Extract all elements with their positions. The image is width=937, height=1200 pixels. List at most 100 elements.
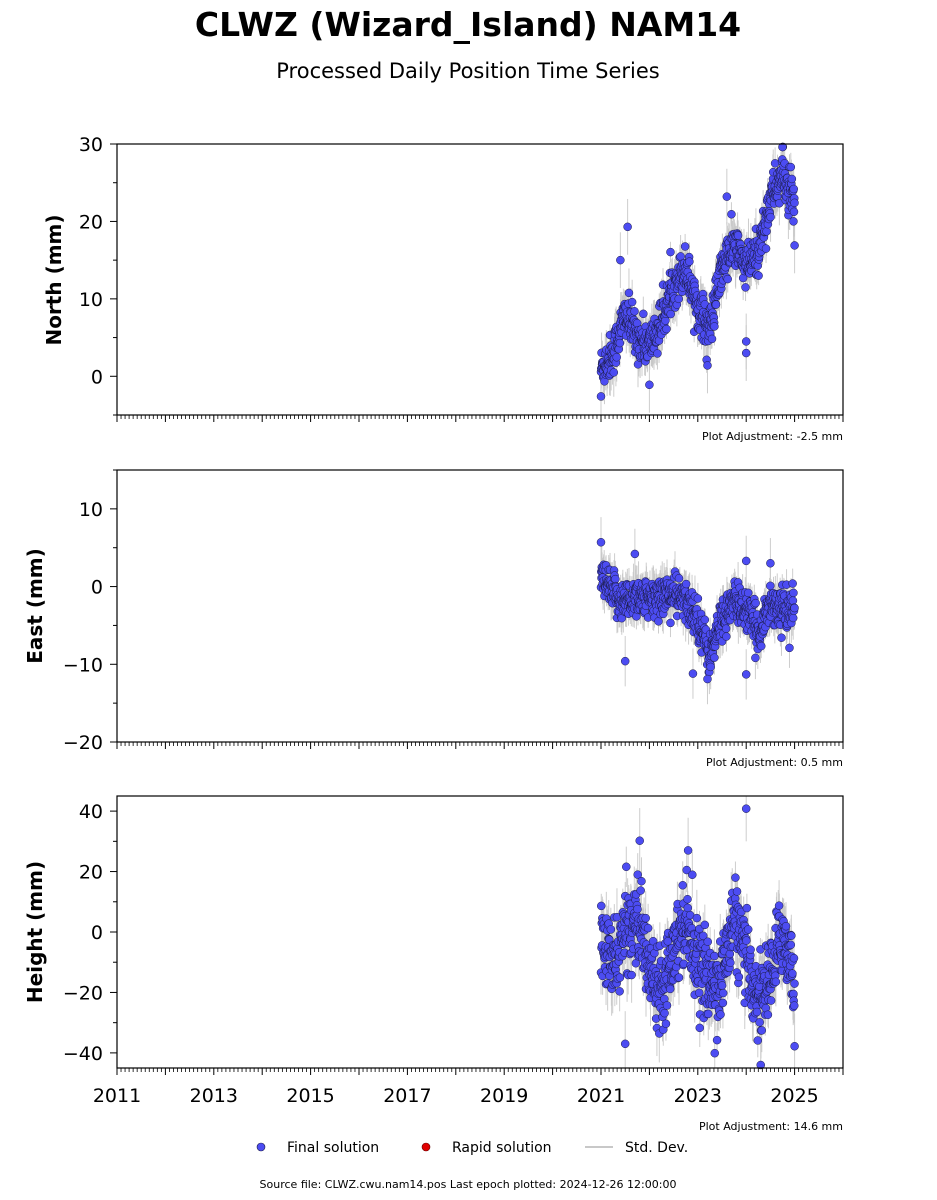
east-points-layer [596, 538, 799, 684]
east-ylabel: East (mm) [23, 548, 47, 664]
north-data-point [612, 352, 621, 362]
east-data-point [789, 588, 798, 598]
height-data-point [627, 970, 636, 980]
east-data-point [706, 662, 715, 672]
height-data-point [781, 921, 791, 931]
height-ytick-label: 0 [91, 922, 103, 944]
height-data-point [726, 958, 735, 967]
height-data-point [786, 940, 796, 950]
north-data-point [733, 231, 743, 240]
height-data-point [725, 949, 735, 959]
north-data-point [707, 334, 717, 344]
north-data-point [766, 212, 775, 222]
north-axis-ticks: 0 10 20 30 [79, 134, 844, 422]
north-ylabel: North (mm) [42, 214, 66, 345]
height-data-point [753, 1036, 763, 1045]
east-data-point [751, 598, 760, 608]
height-data-point [660, 1008, 669, 1018]
north-data-point [711, 300, 721, 309]
east-data-point [757, 641, 766, 651]
north-ytick-label: 20 [79, 211, 103, 233]
east-data-point [596, 538, 606, 547]
height-data-point [718, 998, 728, 1008]
height-data-point [712, 1035, 722, 1045]
height-data-point [622, 862, 631, 872]
north-ytick-label: 0 [91, 366, 103, 388]
north-data-point [653, 349, 662, 358]
height-ytick-label: −20 [63, 982, 103, 1004]
north-data-point [624, 288, 634, 298]
height-data-point [683, 903, 693, 913]
height-ytick-label: 40 [79, 801, 103, 823]
east-data-point [790, 603, 799, 613]
height-data-point [742, 936, 751, 945]
height-data-point [734, 972, 744, 982]
height-data-point [700, 920, 710, 930]
north-data-point [645, 380, 654, 390]
height-data-point [597, 901, 606, 911]
height-data-point [774, 901, 784, 910]
north-adjustment-label: Plot Adjustment: -2.5 mm [702, 430, 843, 443]
east-data-point [788, 579, 797, 588]
height-data-point [743, 925, 753, 934]
height-data-point [763, 1010, 773, 1019]
height-data-point [637, 876, 646, 886]
north-data-point [741, 283, 750, 292]
height-data-point [692, 913, 702, 923]
height-data-point [752, 1007, 762, 1017]
north-data-point [609, 368, 619, 377]
east-data-point [785, 643, 794, 653]
north-data-point [786, 162, 796, 172]
east-data-point [788, 613, 798, 623]
east-data-point [788, 596, 798, 605]
height-data-point [788, 969, 797, 978]
north-data-point [674, 294, 683, 304]
north-ytick-label: 30 [79, 134, 103, 156]
east-ytick-label: −20 [63, 732, 103, 754]
north-data-point [627, 297, 637, 307]
height-data-point [710, 951, 719, 961]
north-data-point [666, 309, 675, 319]
north-data-point [710, 322, 719, 331]
height-data-point [695, 1023, 705, 1033]
height-data-point [703, 937, 712, 946]
north-data-point [778, 142, 787, 152]
height-data-point [716, 1010, 725, 1019]
height-data-point [678, 881, 687, 890]
east-data-point [674, 574, 684, 583]
height-data-point [615, 973, 625, 982]
east-data-point [630, 549, 640, 559]
east-data-point [743, 588, 753, 598]
height-data-point [742, 903, 752, 913]
height-ytick-label: 20 [79, 862, 103, 884]
north-data-point [616, 255, 625, 265]
height-data-point [662, 1001, 672, 1010]
east-ytick-label: −10 [63, 654, 103, 676]
north-data-point [727, 210, 736, 219]
height-data-point [790, 1041, 799, 1051]
height-data-point [661, 1019, 671, 1029]
height-data-point [683, 894, 692, 904]
north-data-point [770, 159, 780, 168]
height-data-point [766, 996, 776, 1005]
height-data-point [741, 804, 751, 813]
north-data-point [754, 271, 763, 280]
height-data-point [789, 953, 799, 963]
height-data-point [688, 870, 697, 880]
east-data-point [751, 653, 760, 663]
east-ytick-label: 10 [79, 499, 103, 521]
north-data-point [630, 307, 639, 316]
north-data-point [789, 207, 799, 217]
height-data-point [790, 1001, 799, 1010]
east-data-point [688, 669, 698, 678]
east-data-point [700, 615, 710, 625]
north-data-point [723, 274, 732, 284]
height-data-point [755, 1018, 764, 1027]
north-data-point [623, 222, 632, 232]
north-data-point [790, 241, 799, 250]
east-data-point [666, 618, 675, 628]
north-data-point [685, 257, 694, 266]
height-data-point [710, 1048, 719, 1058]
height-data-point [643, 923, 653, 933]
